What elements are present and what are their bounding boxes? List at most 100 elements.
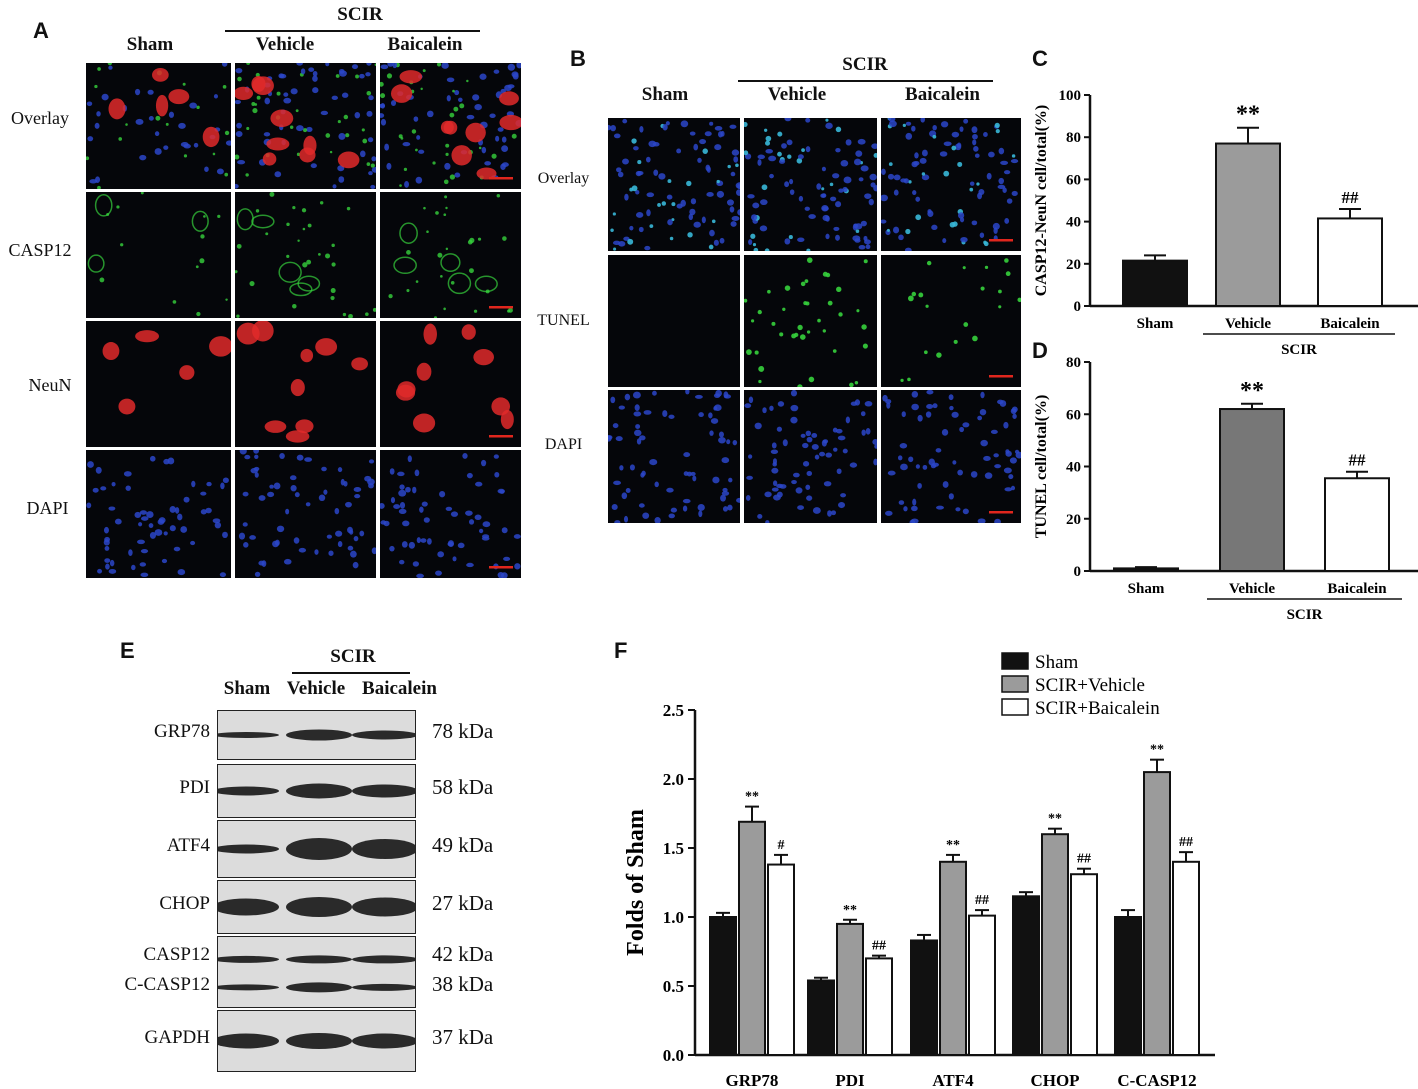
blot-band xyxy=(286,729,352,741)
y-axis-label: TUNEL cell/total(%) xyxy=(1033,395,1050,539)
significance-label: ## xyxy=(1349,451,1367,470)
panel-a-image-casp12-sham xyxy=(86,192,231,318)
panel-a-image-casp12-vehicle xyxy=(235,192,376,318)
significance-label: ** xyxy=(1240,378,1264,404)
panel-a-image-overlay-sham xyxy=(86,63,231,189)
panel-a-col-baicalein: Baicalein xyxy=(387,34,463,55)
blot-band xyxy=(352,1033,415,1049)
panel-e-col-baicalein: Baicalein xyxy=(362,678,437,699)
blot-band xyxy=(352,839,415,859)
blot-strip xyxy=(217,936,416,1008)
blot-protein-label: GRP78 xyxy=(154,721,210,742)
panel-e-letter: E xyxy=(120,638,135,663)
panel-b-image-dapi-baicalein xyxy=(881,390,1021,523)
panel-e-col-vehicle: Vehicle xyxy=(286,678,346,699)
blot-band xyxy=(286,1033,352,1049)
panel-b-row-tunel: TUNEL xyxy=(537,312,590,329)
panel-e-scir-label: SCIR xyxy=(330,646,376,667)
panel-b-image-tunel-vehicle xyxy=(744,255,877,387)
panel-e-scir-line xyxy=(292,672,410,674)
panel-a-image-dapi-sham xyxy=(86,450,231,578)
panel-b-image-tunel-baicalein xyxy=(881,255,1021,387)
panel-a-image-overlay-vehicle xyxy=(235,63,376,189)
bar-pdi-series-2 xyxy=(865,957,893,1056)
blot-band xyxy=(218,786,279,796)
y-tick-label: 0.0 xyxy=(663,1046,684,1065)
panel-a-image-neun-sham xyxy=(86,321,231,447)
blot-band xyxy=(352,955,415,964)
bar-c-casp12-series-1 xyxy=(1143,771,1171,1056)
blot-band xyxy=(352,983,415,991)
panel-a-image-casp12-baicalein xyxy=(380,192,521,318)
legend-label: SCIR+Vehicle xyxy=(1035,675,1145,696)
panel-b-image-tunel-sham xyxy=(608,255,740,387)
y-tick-label: 0 xyxy=(1074,299,1082,315)
blot-band xyxy=(286,955,352,964)
y-tick-label: 100 xyxy=(1059,88,1082,104)
blot-kda-label: 42 kDa xyxy=(432,942,494,966)
panel-a-row-neun: NeuN xyxy=(28,375,72,395)
bar-grp78-series-2 xyxy=(767,863,795,1056)
bar-atf4-series-1 xyxy=(939,860,967,1056)
panel-a-letter: A xyxy=(33,18,49,43)
bar-vehicle xyxy=(1219,408,1285,573)
blot-band xyxy=(286,783,352,799)
blot-kda-label: 27 kDa xyxy=(432,891,494,915)
bar-sham xyxy=(1113,567,1179,572)
panel-c-letter: C xyxy=(1032,46,1048,71)
blot-kda-label: 38 kDa xyxy=(432,972,494,996)
panel-a-col-vehicle: Vehicle xyxy=(255,34,315,55)
bar-grp78-series-1 xyxy=(738,820,766,1056)
panel-f-letter: F xyxy=(614,638,628,663)
blot-strip xyxy=(217,764,416,818)
x-tick-label: Baicalein xyxy=(1327,581,1387,597)
x-tick-label: Sham xyxy=(1128,581,1165,597)
y-tick-label: 0.5 xyxy=(663,977,684,996)
significance-label: ** xyxy=(946,838,960,853)
bar-pdi-series-1 xyxy=(836,922,864,1056)
bar-grp78-series-0 xyxy=(709,916,737,1056)
panel-b-image-dapi-vehicle xyxy=(744,390,877,523)
blot-kda-label: 78 kDa xyxy=(432,719,494,743)
bar-atf4-series-0 xyxy=(910,939,938,1056)
panel-b-image-dapi-sham xyxy=(608,390,740,523)
blot-protein-label: CASP12 xyxy=(143,944,210,965)
blot-kda-label: 49 kDa xyxy=(432,833,494,857)
x-tick-label: Sham xyxy=(1137,316,1174,332)
y-axis-label: CASP12-NeuN cell/total(%) xyxy=(1033,105,1050,297)
panel-b-col-vehicle: Vehicle xyxy=(767,84,827,105)
blot-protein-label: ATF4 xyxy=(166,835,210,856)
blot-kda-label: 37 kDa xyxy=(432,1025,494,1049)
panel-a-image-dapi-baicalein xyxy=(380,450,521,578)
panel-a-scir-label: SCIR xyxy=(337,4,383,25)
y-tick-label: 40 xyxy=(1066,460,1081,476)
bar-c-casp12-series-0 xyxy=(1114,916,1142,1056)
significance-label: ** xyxy=(843,903,857,918)
y-tick-label: 80 xyxy=(1066,355,1081,371)
x-tick-label: Vehicle xyxy=(1225,316,1271,332)
blot-kda-label: 58 kDa xyxy=(432,775,494,799)
bar-pdi-series-0 xyxy=(807,979,835,1057)
panel-a-col-sham: Sham xyxy=(126,34,174,55)
significance-label: ## xyxy=(1342,188,1360,207)
bar-c-casp12-series-2 xyxy=(1172,860,1200,1056)
panel-a-image-neun-vehicle xyxy=(235,321,376,447)
blot-band xyxy=(218,1033,279,1049)
legend-label: SCIR+Baicalein xyxy=(1035,698,1160,719)
bar-chop-series-1 xyxy=(1041,833,1069,1056)
scir-group-label: SCIR xyxy=(1281,342,1317,358)
blot-band xyxy=(218,984,279,991)
significance-label: # xyxy=(778,838,785,853)
significance-label: ## xyxy=(872,939,886,954)
y-tick-label: 40 xyxy=(1066,215,1081,231)
panel-a-image-dapi-vehicle xyxy=(235,450,376,578)
y-tick-label: 20 xyxy=(1066,512,1081,528)
blot-band xyxy=(218,732,279,738)
legend-swatch xyxy=(1001,652,1029,670)
x-tick-label: ATF4 xyxy=(932,1071,974,1089)
blot-band xyxy=(286,838,352,860)
panel-c-chart: 0 20 40 60 80 100 CASP12-NeuN cell/total(%) Sha… xyxy=(1033,88,1418,358)
blot-protein-label: CHOP xyxy=(159,893,210,914)
panel-e-col-sham: Sham xyxy=(223,678,271,699)
y-tick-label: 0 xyxy=(1074,564,1082,580)
